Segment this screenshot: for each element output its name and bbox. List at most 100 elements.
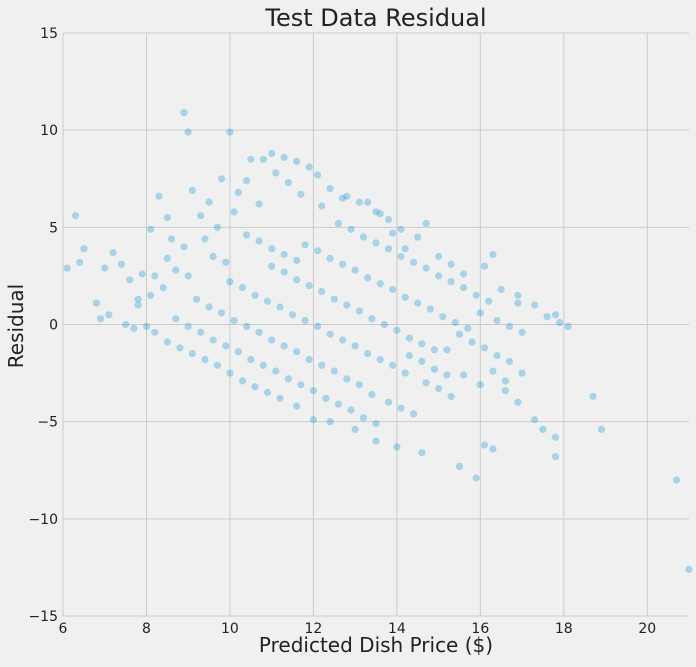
x-tick-label: 12 bbox=[304, 621, 322, 637]
data-point bbox=[347, 225, 355, 233]
data-point bbox=[339, 260, 347, 268]
data-point bbox=[318, 202, 326, 210]
data-point bbox=[243, 177, 251, 185]
data-point bbox=[268, 336, 276, 344]
data-point bbox=[255, 200, 263, 208]
data-point bbox=[443, 371, 451, 379]
data-point bbox=[359, 414, 368, 422]
data-point bbox=[314, 322, 322, 330]
data-point bbox=[443, 346, 451, 354]
data-point bbox=[230, 208, 238, 216]
data-point bbox=[226, 128, 234, 136]
data-point bbox=[460, 284, 468, 292]
data-point bbox=[376, 355, 384, 364]
y-tick-label: −10 bbox=[28, 512, 58, 528]
data-point bbox=[238, 284, 247, 292]
data-point bbox=[230, 317, 238, 325]
data-point bbox=[180, 109, 188, 117]
data-point bbox=[589, 392, 597, 400]
data-point bbox=[197, 328, 205, 336]
data-point bbox=[472, 474, 480, 482]
data-point bbox=[501, 387, 509, 395]
data-point bbox=[247, 155, 255, 163]
data-point bbox=[134, 301, 142, 309]
data-point bbox=[397, 225, 405, 233]
y-tick-label: 10 bbox=[40, 123, 58, 139]
data-point bbox=[405, 334, 413, 342]
x-tick-label: 8 bbox=[142, 621, 151, 637]
data-point bbox=[480, 441, 489, 449]
x-tick-label: 18 bbox=[555, 621, 573, 637]
data-point bbox=[63, 264, 71, 272]
data-point bbox=[401, 369, 409, 377]
data-point bbox=[251, 383, 259, 391]
data-point bbox=[414, 299, 422, 307]
data-point bbox=[339, 194, 347, 202]
data-point bbox=[293, 256, 301, 264]
y-tick-label: 0 bbox=[49, 318, 58, 334]
data-point bbox=[226, 369, 234, 377]
data-point bbox=[364, 274, 372, 282]
data-point bbox=[268, 245, 276, 253]
data-point bbox=[372, 239, 380, 247]
data-point bbox=[205, 198, 213, 206]
data-point bbox=[455, 462, 464, 470]
data-point bbox=[76, 258, 84, 266]
data-point bbox=[493, 317, 501, 325]
data-point bbox=[472, 291, 480, 299]
data-point bbox=[334, 219, 342, 227]
data-point bbox=[476, 381, 484, 389]
data-point bbox=[389, 229, 397, 237]
data-point bbox=[238, 377, 247, 385]
data-point bbox=[259, 361, 267, 369]
data-point bbox=[305, 282, 313, 290]
data-point bbox=[188, 350, 196, 358]
data-point bbox=[389, 361, 397, 369]
data-point bbox=[435, 272, 443, 280]
data-point bbox=[226, 278, 234, 286]
data-point bbox=[263, 297, 272, 305]
data-point bbox=[293, 348, 301, 356]
data-point bbox=[176, 344, 184, 352]
data-point bbox=[480, 262, 489, 270]
data-point bbox=[263, 388, 272, 397]
data-point bbox=[159, 284, 167, 292]
data-point bbox=[326, 418, 334, 426]
data-point bbox=[188, 186, 196, 194]
data-point bbox=[460, 371, 468, 379]
data-point bbox=[142, 322, 151, 330]
data-point bbox=[364, 198, 372, 206]
data-point bbox=[514, 299, 522, 307]
data-point bbox=[251, 291, 259, 299]
data-point bbox=[284, 375, 292, 383]
data-point bbox=[414, 233, 422, 241]
y-axis-label: Residual bbox=[4, 284, 28, 368]
data-point bbox=[105, 311, 113, 319]
data-point bbox=[280, 342, 288, 350]
data-point bbox=[151, 328, 159, 336]
data-point bbox=[351, 342, 359, 350]
data-point bbox=[464, 324, 472, 332]
data-point bbox=[447, 278, 455, 286]
data-point bbox=[376, 280, 384, 288]
data-point bbox=[297, 381, 305, 389]
x-tick-label: 10 bbox=[221, 621, 239, 637]
data-point bbox=[301, 317, 309, 325]
data-point bbox=[330, 295, 338, 303]
data-point bbox=[343, 301, 351, 309]
y-tick-labels: −15 −10 −5 0 5 10 15 bbox=[28, 26, 58, 625]
y-tick-label: −15 bbox=[28, 609, 58, 625]
data-point bbox=[514, 398, 522, 406]
data-point bbox=[326, 254, 334, 262]
data-point bbox=[514, 291, 522, 299]
data-point bbox=[539, 425, 547, 433]
data-point bbox=[422, 219, 430, 227]
data-point bbox=[501, 377, 509, 385]
data-point bbox=[384, 398, 393, 406]
data-point bbox=[97, 315, 105, 323]
data-point bbox=[268, 149, 276, 158]
data-point bbox=[151, 272, 159, 280]
data-point bbox=[422, 379, 430, 387]
